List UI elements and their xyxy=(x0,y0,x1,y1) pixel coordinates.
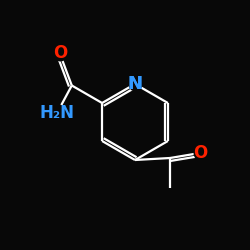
Text: O: O xyxy=(193,144,207,162)
Text: N: N xyxy=(128,75,142,93)
Text: H₂N: H₂N xyxy=(39,104,74,122)
Text: O: O xyxy=(53,44,67,62)
Text: N: N xyxy=(128,75,142,93)
